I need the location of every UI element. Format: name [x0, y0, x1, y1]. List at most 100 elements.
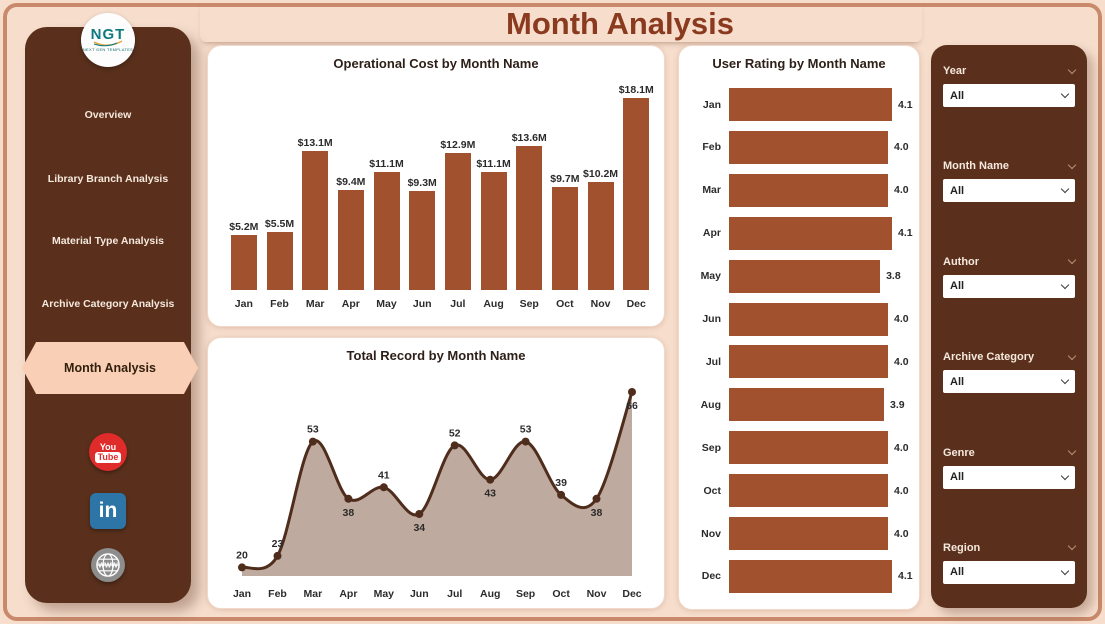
y-axis-label: Oct [703, 484, 721, 497]
bar-column-mar: $13.1M Mar [297, 76, 333, 310]
total-record-chart-card: Total Record by Month Name 20 Jan 23 Feb 53 M… [207, 337, 665, 609]
user-rating-bar-chart: Jan 4.1 Feb 4.0 Mar 4.0 Apr 4.1 May 3.8 Jun 4.0 Jul 4… [691, 88, 913, 593]
data-point-nov[interactable] [592, 494, 601, 503]
rating-row-may: May 3.8 [691, 259, 911, 293]
website-globe-icon[interactable]: WWW [91, 548, 125, 582]
bar-nov[interactable] [587, 181, 614, 290]
filter-dropdown-author[interactable]: All [943, 274, 1075, 298]
y-axis-label: Dec [701, 570, 721, 583]
chevron-down-icon[interactable] [1067, 65, 1077, 74]
sidebar-item-overview[interactable]: Overview [84, 109, 132, 121]
bar-feb[interactable] [266, 231, 293, 290]
filter-dropdown-year[interactable]: All [943, 84, 1075, 107]
bar-may[interactable] [373, 172, 400, 290]
filter-dropdown-genre[interactable]: All [943, 465, 1075, 489]
bar-jul[interactable] [444, 153, 471, 290]
bar-mar[interactable] [302, 151, 329, 290]
rating-row-jun: Jun 4.0 [691, 302, 911, 336]
x-axis-label: Dec [622, 588, 641, 600]
youtube-icon[interactable]: You Tube [89, 433, 127, 471]
linkedin-icon[interactable]: in [90, 493, 126, 529]
filter-dropdown-region[interactable]: All [943, 560, 1075, 584]
rating-bar-dec[interactable] [729, 559, 892, 593]
point-value-label: 38 [343, 507, 355, 519]
youtube-icon-text2: Tube [94, 451, 122, 463]
rating-bar-apr[interactable] [729, 216, 892, 250]
data-point-oct[interactable] [557, 490, 566, 499]
data-point-dec[interactable] [628, 388, 636, 396]
bar-column-jul: $12.9M Jul [440, 76, 476, 310]
data-point-apr[interactable] [344, 494, 353, 503]
bar-value-label: $18.1M [618, 84, 654, 96]
filter-group-year: Year All [943, 65, 1077, 107]
rating-bar-mar[interactable] [729, 173, 888, 207]
filter-group-author: Author All [943, 256, 1077, 298]
chevron-down-icon[interactable] [1067, 446, 1077, 456]
rating-bar-nov[interactable] [729, 517, 888, 551]
rating-bar-jun[interactable] [729, 302, 888, 336]
x-axis-label: Mar [305, 298, 325, 310]
x-axis-label: Nov [590, 298, 611, 310]
chevron-down-icon[interactable] [1067, 160, 1077, 170]
point-value-label: 66 [626, 400, 638, 412]
rating-value-label: 4.0 [894, 184, 909, 197]
data-point-mar[interactable] [308, 437, 317, 446]
bar-value-label: $5.2M [229, 220, 259, 233]
sidebar-item-month-analysis[interactable]: Month Analysis [22, 342, 198, 394]
data-point-jul[interactable] [450, 441, 459, 450]
point-value-label: 43 [484, 488, 496, 500]
rating-bar-oct[interactable] [729, 474, 888, 508]
y-axis-label: Sep [701, 441, 721, 454]
filter-value: All [950, 566, 965, 579]
point-value-label: 53 [520, 424, 532, 436]
filter-dropdown-month-name[interactable]: All [943, 179, 1075, 203]
data-point-feb[interactable] [273, 551, 282, 560]
filter-label-month-name: Month Name [943, 160, 1009, 173]
rating-bar-aug[interactable] [729, 388, 884, 422]
data-point-sep[interactable] [521, 437, 530, 446]
bar-value-label: $9.3M [407, 177, 437, 190]
rating-value-label: 4.0 [894, 527, 909, 540]
sidebar-item-library-branch-analysis[interactable]: Library Branch Analysis [47, 173, 169, 185]
bar-dec[interactable] [623, 98, 650, 290]
bar-apr[interactable] [337, 190, 364, 290]
point-value-label: 41 [378, 469, 390, 481]
bar-value-label: $13.6M [511, 131, 547, 144]
rating-row-jan: Jan 4.1 [691, 88, 913, 121]
sidebar-item-material-type-analysis[interactable]: Material Type Analysis [51, 235, 165, 247]
rating-bar-jan[interactable] [729, 88, 892, 121]
data-point-jan[interactable] [238, 563, 246, 572]
rating-value-label: 4.0 [894, 355, 909, 368]
bar-oct[interactable] [551, 187, 578, 290]
rating-row-feb: Feb 4.0 [691, 130, 911, 164]
data-point-jun[interactable] [415, 510, 424, 518]
rating-row-jul: Jul 4.0 [691, 345, 911, 379]
bar-value-label: $10.2M [583, 167, 619, 180]
x-axis-label: Jan [233, 588, 251, 600]
sidebar: NGT NEXT GEN TEMPLATES Overview Library B… [22, 13, 198, 603]
bar-column-jan: $5.2M Jan [226, 76, 262, 310]
rating-bar-may[interactable] [729, 259, 881, 293]
bar-aug[interactable] [480, 172, 507, 290]
rating-bar-feb[interactable] [729, 130, 888, 164]
trend-line [241, 391, 634, 571]
rating-bar-jul[interactable] [729, 345, 888, 379]
chevron-down-icon [1060, 566, 1070, 576]
chevron-down-icon[interactable] [1067, 542, 1077, 551]
rating-bar-sep[interactable] [729, 431, 888, 465]
bar-jun[interactable] [409, 191, 436, 290]
sidebar-item-archive-category-analysis[interactable]: Archive Category Analysis [41, 298, 175, 310]
chevron-down-icon[interactable] [1067, 256, 1077, 265]
bar-column-may: $11.1M May [369, 76, 405, 310]
filter-label-region: Region [943, 541, 981, 554]
data-point-aug[interactable] [486, 475, 495, 484]
bar-jan[interactable] [230, 234, 257, 290]
filter-dropdown-archive-category[interactable]: All [943, 370, 1075, 394]
bar-sep[interactable] [516, 145, 543, 290]
x-axis-label: Jun [412, 298, 432, 310]
x-axis-label: Mar [304, 588, 323, 600]
filter-label-year: Year [943, 65, 967, 77]
chevron-down-icon[interactable] [1067, 351, 1077, 360]
bar-column-dec: $18.1M Dec [618, 76, 654, 310]
data-point-may[interactable] [379, 483, 388, 492]
